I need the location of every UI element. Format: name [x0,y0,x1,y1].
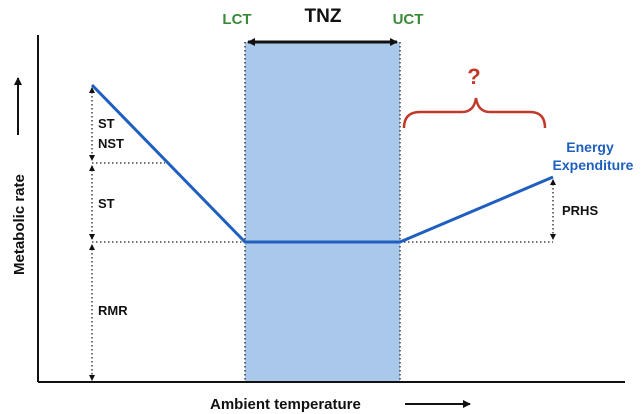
segment-label: PRHS [562,203,598,218]
segment-label: ST [98,196,115,211]
tnz-zone [245,42,400,382]
segment-label: RMR [98,303,128,318]
tnz-label: TNZ [305,6,342,27]
x-axis-label: Ambient temperature [210,396,361,413]
uct-label: UCT [393,11,424,28]
lct-label: LCT [222,11,251,28]
unknown-label: ? [467,64,480,89]
curve-label: Expenditure [553,157,634,173]
curve-label: Energy [566,139,614,155]
segment-label: NST [98,136,124,151]
energy-curve [90,83,554,244]
segment-label: ST [98,116,115,131]
y-axis-label: Metabolic rate [11,174,28,275]
brace [402,97,547,129]
